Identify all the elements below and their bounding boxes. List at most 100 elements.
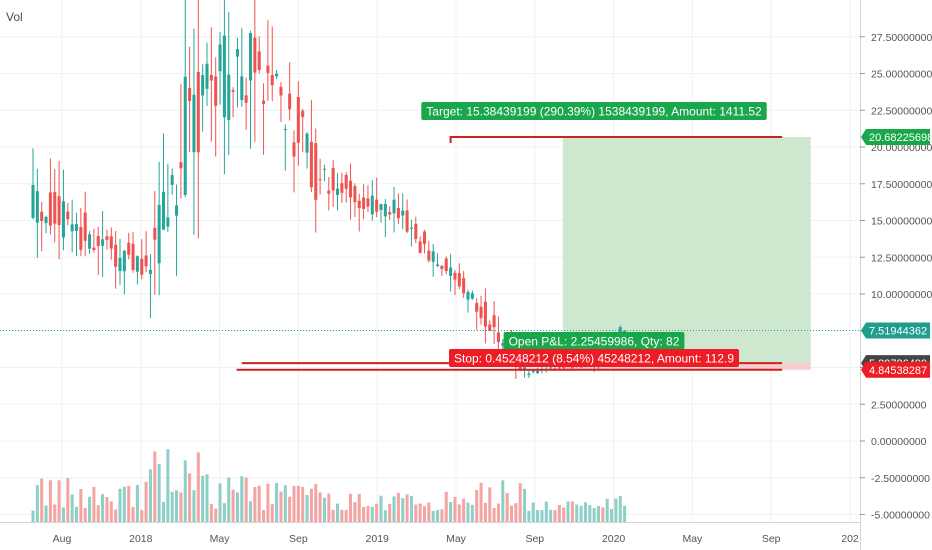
- volume-bar: [131, 506, 135, 522]
- volume-bar: [536, 509, 540, 522]
- price-tag: 7.51944362: [861, 322, 930, 339]
- candle-body: [57, 196, 61, 225]
- candle-body: [157, 204, 161, 264]
- volume-bar: [101, 494, 105, 522]
- candle-body: [283, 128, 287, 130]
- candle-body: [392, 199, 396, 214]
- volume-bar: [53, 504, 57, 522]
- target-label[interactable]: Target: 15.38439199 (290.39%) 1538439199…: [421, 102, 767, 120]
- pnl-label[interactable]: Open P&L: 2.25459986, Qty: 82: [503, 332, 685, 350]
- volume-bar: [196, 452, 200, 522]
- volume-bar: [431, 510, 435, 522]
- volume-bar: [444, 491, 448, 522]
- candle-body: [188, 88, 192, 101]
- candle-body: [279, 86, 283, 96]
- candle-body: [257, 51, 261, 70]
- volume-bar: [74, 506, 79, 522]
- candle-body: [375, 199, 379, 212]
- volume-bar: [557, 504, 561, 522]
- candle-body: [288, 93, 292, 110]
- volume-bar: [531, 502, 535, 522]
- time-tick-label: Sep: [762, 533, 781, 545]
- candle-body: [66, 211, 70, 220]
- candle-body: [466, 292, 470, 300]
- candle-body: [35, 191, 39, 223]
- price-tick-label: 12.50000000: [871, 252, 932, 264]
- volume-bar: [209, 503, 213, 522]
- candle-body: [409, 227, 413, 229]
- candle-body: [301, 110, 305, 118]
- volume-bar: [505, 493, 509, 522]
- volume-bar: [296, 485, 300, 522]
- candle-body: [127, 242, 131, 255]
- volume-bar: [327, 493, 331, 522]
- target-zone: [562, 136, 811, 364]
- candle-body: [166, 217, 170, 227]
- candle-body: [161, 191, 166, 230]
- volume-bar: [540, 510, 544, 522]
- volume-bar: [135, 485, 139, 522]
- volume-bar: [88, 496, 92, 522]
- price-tag: 4.84538287: [861, 361, 930, 378]
- volume-bar: [305, 494, 309, 522]
- volume-bar: [488, 487, 492, 522]
- volume-bar: [453, 496, 457, 522]
- price-tag-bg: [861, 128, 930, 145]
- position-zones: [562, 136, 811, 370]
- volume-bar: [383, 510, 387, 522]
- price-tick-label: 2.50000000: [871, 399, 927, 411]
- candle-body: [48, 192, 52, 226]
- candle-body: [309, 141, 313, 188]
- candle-body: [61, 201, 65, 238]
- candle-body: [275, 73, 279, 77]
- volume-bar: [362, 506, 366, 522]
- price-tick-label: 17.50000000: [871, 179, 932, 191]
- price-tick-label: -2.50000000: [871, 473, 930, 485]
- volume-bar: [388, 503, 392, 522]
- volume-bar: [275, 482, 279, 522]
- time-axis[interactable]: Aug 2018 May Sep 2019 May Sep 2020 May Sep 202: [0, 522, 860, 546]
- volume-bar: [240, 476, 244, 522]
- volume-bar: [109, 501, 113, 522]
- candle-body: [501, 343, 505, 346]
- volume-bar: [457, 504, 461, 522]
- volume-bar: [153, 451, 157, 522]
- candle-body: [227, 74, 231, 120]
- candle-body: [131, 243, 135, 270]
- volume-bar: [575, 504, 579, 522]
- volume-bar: [418, 503, 422, 522]
- candle-body: [396, 207, 400, 219]
- candle-body: [201, 75, 205, 96]
- price-tick-label: 15.00000000: [871, 216, 932, 228]
- candle-body: [314, 143, 318, 200]
- volume-bar: [427, 502, 431, 522]
- volume-bar: [227, 477, 231, 522]
- candle-body: [414, 223, 418, 240]
- volume-bar: [309, 488, 313, 522]
- candle-body: [209, 74, 213, 81]
- candle-body: [218, 44, 222, 72]
- position-labels[interactable]: Target: 15.38439199 (290.39%) 1538439199…: [421, 102, 767, 367]
- volume-bar: [375, 503, 379, 522]
- volume-bar: [318, 492, 322, 522]
- volume-bar: [161, 501, 166, 522]
- volume-bar: [231, 489, 235, 522]
- volume-bar: [618, 495, 622, 522]
- volume-bar: [496, 503, 500, 522]
- stop-label[interactable]: Stop: 0.45248212 (8.54%) 45248212, Amoun…: [449, 349, 739, 367]
- time-tick-label: 2018: [129, 533, 153, 545]
- candle-body: [153, 227, 157, 240]
- volume-bar: [140, 510, 144, 522]
- volume-bar: [235, 492, 239, 522]
- volume-bar: [127, 485, 131, 522]
- volume-bar: [292, 485, 296, 522]
- price-axis[interactable]: 27.50000000 25.00000000 22.50000000 20.0000…: [860, 0, 932, 550]
- volume-bar: [601, 507, 605, 522]
- volume-bar: [579, 505, 583, 522]
- time-tick-label: Sep: [525, 533, 544, 545]
- volume-bar: [562, 507, 566, 522]
- volume-bar: [340, 509, 344, 522]
- volume-bar: [462, 498, 466, 522]
- candle-body: [118, 257, 122, 272]
